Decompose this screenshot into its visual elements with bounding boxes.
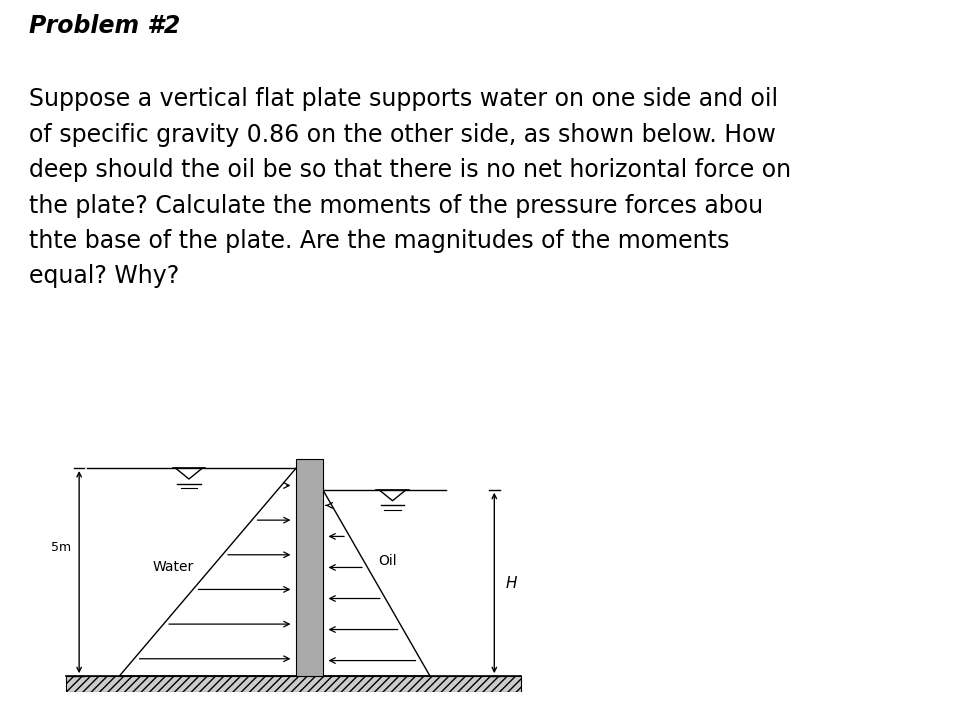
- Text: $H$: $H$: [506, 575, 518, 591]
- Bar: [66, 676, 521, 692]
- Text: 5m: 5m: [51, 540, 71, 554]
- Text: Water: Water: [152, 560, 194, 575]
- Bar: [296, 459, 323, 676]
- Text: Problem #2: Problem #2: [29, 14, 180, 39]
- Text: Suppose a vertical flat plate supports water on one side and oil
of specific gra: Suppose a vertical flat plate supports w…: [29, 88, 791, 289]
- Text: Oil: Oil: [378, 554, 396, 568]
